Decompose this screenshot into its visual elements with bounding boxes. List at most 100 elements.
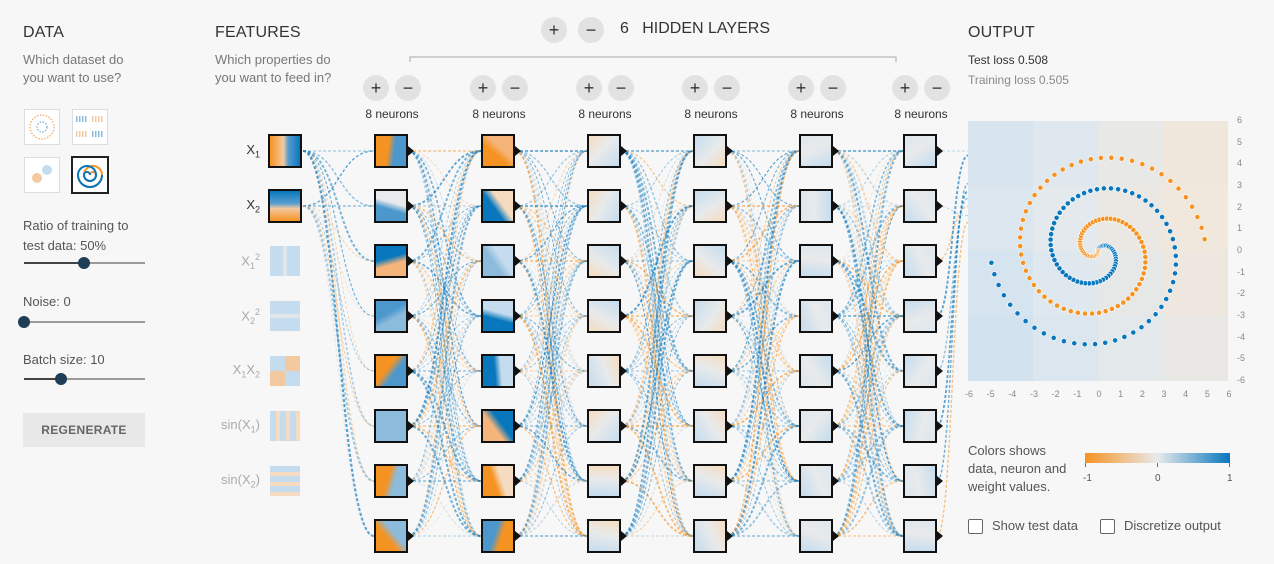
feature-node[interactable]: [270, 246, 300, 276]
weight-link[interactable]: [832, 370, 904, 482]
weight-link[interactable]: [832, 149, 904, 318]
weight-link[interactable]: [620, 205, 694, 427]
weight-link[interactable]: [936, 221, 969, 537]
weight-link[interactable]: [620, 480, 694, 537]
weight-link[interactable]: [302, 205, 375, 317]
weight-link[interactable]: [726, 150, 800, 372]
weight-link[interactable]: [302, 205, 375, 537]
weight-link[interactable]: [726, 260, 800, 372]
neuron-node[interactable]: [799, 189, 833, 223]
weight-link[interactable]: [726, 315, 800, 427]
weight-link[interactable]: [407, 424, 482, 538]
weight-link[interactable]: [726, 150, 800, 262]
remove-neuron-button[interactable]: −: [924, 75, 950, 101]
weight-link[interactable]: [514, 260, 588, 482]
weight-link[interactable]: [620, 424, 694, 538]
weight-link[interactable]: [726, 370, 800, 482]
neuron-node[interactable]: [587, 299, 621, 333]
weight-link[interactable]: [514, 315, 588, 537]
weight-link[interactable]: [726, 425, 800, 537]
show-test-data-checkbox[interactable]: [968, 519, 983, 534]
weight-link[interactable]: [936, 154, 969, 317]
weight-link[interactable]: [832, 260, 904, 537]
weight-link[interactable]: [514, 425, 588, 537]
weight-link[interactable]: [407, 370, 482, 482]
weight-link[interactable]: [620, 480, 694, 537]
weight-link[interactable]: [514, 425, 588, 537]
weight-link[interactable]: [832, 150, 904, 262]
weight-link[interactable]: [832, 259, 904, 483]
weight-link[interactable]: [726, 480, 800, 537]
weight-link[interactable]: [620, 205, 694, 427]
weight-link[interactable]: [832, 315, 904, 482]
weight-link[interactable]: [620, 259, 694, 373]
neuron-node[interactable]: [903, 134, 937, 168]
neuron-node[interactable]: [799, 244, 833, 278]
neuron-node[interactable]: [374, 244, 408, 278]
weight-link[interactable]: [407, 425, 482, 537]
neuron-node[interactable]: [481, 409, 515, 443]
weight-link[interactable]: [832, 425, 904, 482]
weight-link[interactable]: [832, 150, 904, 482]
ratio-slider-knob[interactable]: [78, 257, 90, 269]
weight-link[interactable]: [726, 369, 800, 483]
weight-link[interactable]: [620, 260, 694, 482]
weight-link[interactable]: [832, 260, 904, 427]
weight-link[interactable]: [832, 205, 904, 537]
weight-link[interactable]: [832, 205, 904, 262]
neuron-node[interactable]: [374, 299, 408, 333]
neuron-node[interactable]: [587, 244, 621, 278]
weight-link[interactable]: [936, 205, 969, 216]
weight-link[interactable]: [407, 370, 482, 427]
neuron-node[interactable]: [481, 189, 515, 223]
weight-link[interactable]: [302, 150, 375, 482]
weight-link[interactable]: [832, 259, 904, 373]
neuron-node[interactable]: [693, 189, 727, 223]
remove-neuron-button[interactable]: −: [714, 75, 740, 101]
weight-link[interactable]: [832, 424, 904, 538]
weight-link[interactable]: [407, 205, 482, 427]
weight-link[interactable]: [514, 314, 588, 538]
neuron-node[interactable]: [374, 189, 408, 223]
weight-link[interactable]: [832, 205, 904, 427]
add-neuron-button[interactable]: +: [576, 75, 602, 101]
weight-link[interactable]: [620, 315, 694, 372]
neuron-node[interactable]: [693, 134, 727, 168]
neuron-node[interactable]: [374, 134, 408, 168]
neuron-node[interactable]: [799, 519, 833, 553]
weight-link[interactable]: [302, 150, 375, 207]
weight-link[interactable]: [726, 149, 800, 483]
weight-link[interactable]: [514, 315, 588, 372]
weight-link[interactable]: [832, 150, 904, 317]
weight-link[interactable]: [514, 150, 588, 262]
regenerate-button[interactable]: REGENERATE: [23, 413, 145, 447]
neuron-node[interactable]: [587, 464, 621, 498]
neuron-node[interactable]: [481, 519, 515, 553]
weight-link[interactable]: [514, 260, 588, 317]
neuron-node[interactable]: [587, 189, 621, 223]
weight-link[interactable]: [832, 150, 904, 427]
weight-link[interactable]: [726, 315, 800, 537]
batch-slider-knob[interactable]: [55, 373, 67, 385]
weight-link[interactable]: [832, 149, 904, 373]
weight-link[interactable]: [832, 315, 904, 427]
weight-link[interactable]: [620, 260, 694, 317]
neuron-node[interactable]: [903, 519, 937, 553]
weight-link[interactable]: [514, 150, 588, 482]
weight-link[interactable]: [514, 259, 588, 373]
weight-link[interactable]: [832, 370, 904, 537]
weight-link[interactable]: [514, 149, 588, 373]
weight-link[interactable]: [726, 259, 800, 538]
weight-link[interactable]: [407, 150, 482, 262]
weight-link[interactable]: [726, 480, 800, 537]
weight-link[interactable]: [726, 205, 800, 427]
weight-link[interactable]: [832, 260, 904, 482]
weight-link[interactable]: [514, 150, 588, 262]
neuron-node[interactable]: [799, 299, 833, 333]
weight-link[interactable]: [936, 190, 969, 427]
weight-link[interactable]: [407, 260, 482, 372]
weight-link[interactable]: [514, 370, 588, 427]
dataset-xor[interactable]: [72, 109, 108, 145]
weight-link[interactable]: [514, 315, 588, 372]
neuron-node[interactable]: [374, 519, 408, 553]
